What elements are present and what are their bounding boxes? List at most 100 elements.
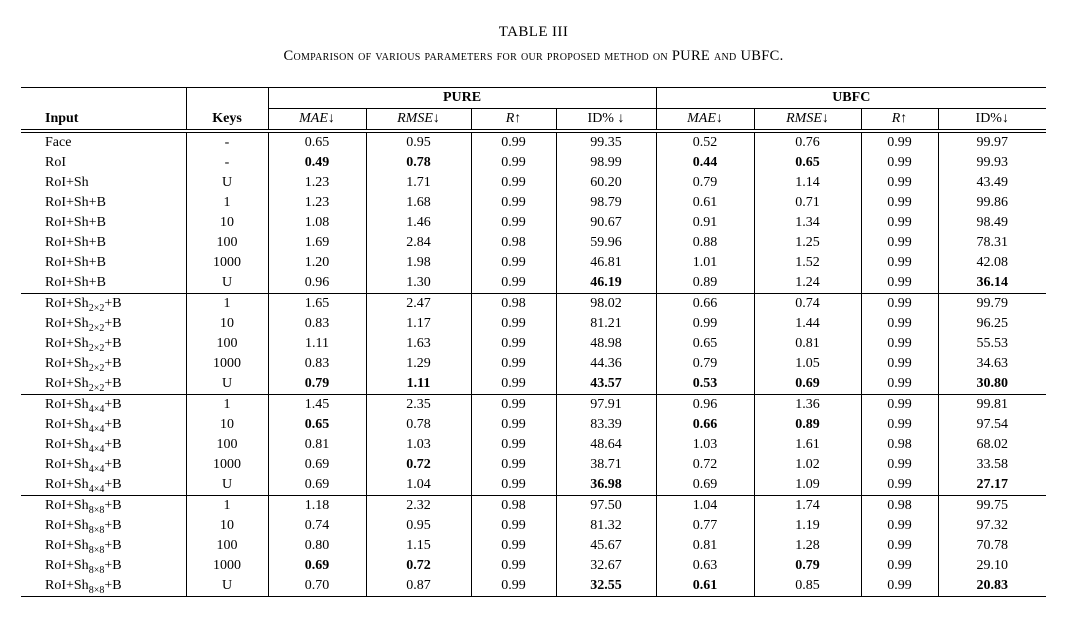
- metric-value: 0.99: [860, 213, 938, 233]
- metric-value: 1.63: [365, 334, 471, 354]
- keys-value: 1: [185, 293, 268, 314]
- metric-value: 45.67: [555, 536, 656, 556]
- metric-value: 42.08: [937, 253, 1046, 273]
- metric-value: 0.98: [470, 495, 556, 516]
- metric-value: 78.31: [937, 233, 1046, 253]
- input-label: RoI+Sh8×8+B: [21, 495, 186, 516]
- table-row: RoI+Sh4×4+B U 0.69 1.04 0.99 36.98 0.69 1.09 0.9…: [21, 475, 1046, 496]
- metric-value: 0.70: [267, 576, 366, 597]
- metric-value: 0.87: [365, 576, 471, 597]
- metric-value: 0.99: [860, 173, 938, 193]
- metric-value: 0.99: [860, 374, 938, 395]
- metric-value: 1.11: [267, 334, 366, 354]
- metric-value: 48.64: [555, 435, 656, 455]
- metric-value: 98.99: [555, 153, 656, 173]
- column-header-3: RMSE↓: [365, 108, 471, 133]
- input-label: RoI+Sh4×4+B: [21, 394, 186, 415]
- metric-value: 1.24: [753, 273, 861, 294]
- keys-value: 1: [185, 394, 268, 415]
- metric-value: 0.99: [470, 576, 556, 597]
- input-label-subscript: 8×8: [88, 504, 105, 516]
- metric-value: 0.99: [470, 435, 556, 455]
- metric-value: 0.96: [267, 273, 366, 294]
- metric-value: 0.99: [470, 415, 556, 435]
- metric-value: 29.10: [937, 556, 1046, 576]
- table-row: RoI+Sh8×8+B 1000 0.69 0.72 0.99 32.67 0.63 0.79…: [21, 556, 1046, 576]
- metric-value: 36.14: [937, 273, 1046, 294]
- metric-value: 1.09: [753, 475, 861, 496]
- input-label-subscript: 2×2: [88, 342, 105, 354]
- metric-value: 1.02: [753, 455, 861, 475]
- metric-value: 0.83: [267, 354, 366, 374]
- table-row: RoI+Sh4×4+B 1000 0.69 0.72 0.99 38.71 0.72 1.02…: [21, 455, 1046, 475]
- input-label: RoI+Sh: [45, 175, 89, 190]
- metric-value: 43.57: [555, 374, 656, 395]
- metric-value: 2.47: [365, 293, 471, 314]
- metric-value: 0.74: [753, 293, 861, 314]
- input-label: RoI+Sh8×8+B: [45, 538, 122, 556]
- metric-value: 0.83: [267, 314, 366, 334]
- metric-value: 0.99: [470, 475, 556, 496]
- metric-value: 0.99: [860, 354, 938, 374]
- metric-value: 0.99: [860, 293, 938, 314]
- metric-value: 0.99: [860, 314, 938, 334]
- metric-value: 0.99: [470, 516, 556, 536]
- metric-value: 0.79: [753, 556, 861, 576]
- table-row: RoI+Sh2×2+B U 0.79 1.11 0.99 43.57 0.53 0.69 0.9…: [21, 374, 1046, 395]
- input-label-subscript: 8×8: [88, 564, 105, 576]
- metric-value: 0.99: [860, 233, 938, 253]
- metric-value: 1.15: [365, 536, 471, 556]
- column-header-8: R↑: [860, 108, 938, 133]
- column-header-0: Input: [21, 108, 186, 133]
- table-row: RoI+Sh4×4+B 10 0.65 0.78 0.99 83.39 0.66 0.89 0.…: [21, 415, 1046, 435]
- metric-value: 0.61: [655, 576, 754, 597]
- input-label: RoI+Sh4×4+B: [45, 437, 122, 455]
- group-header-pure: PURE: [267, 87, 656, 109]
- metric-value: 20.83: [937, 576, 1046, 597]
- metric-value: 0.72: [655, 455, 754, 475]
- metric-value: 0.79: [655, 354, 754, 374]
- metric-value: 0.89: [655, 273, 754, 294]
- metric-value: 1.08: [267, 213, 366, 233]
- metric-value: 1.19: [753, 516, 861, 536]
- metric-value: 0.95: [365, 131, 471, 153]
- metric-value: 0.99: [860, 253, 938, 273]
- table-row: RoI+Sh U 1.23 1.71 0.99 60.20 0.79 1.14 0.99 43.4…: [21, 173, 1046, 193]
- input-label: RoI+Sh+B: [45, 215, 106, 230]
- metric-value: 0.65: [267, 131, 366, 153]
- keys-value: 1: [185, 193, 268, 213]
- metric-value: 0.49: [267, 153, 366, 173]
- keys-value: U: [185, 173, 268, 193]
- keys-value: -: [185, 153, 268, 173]
- metric-value: 97.54: [937, 415, 1046, 435]
- input-label-subscript: 4×4: [88, 443, 105, 455]
- input-label: RoI+Sh+B: [45, 275, 106, 290]
- input-label: RoI: [45, 155, 66, 170]
- metric-value: 0.69: [267, 455, 366, 475]
- metric-value: 98.79: [555, 193, 656, 213]
- input-label-subscript: 8×8: [88, 524, 105, 536]
- input-label-subscript: 2×2: [88, 362, 105, 374]
- input-label-subscript: 8×8: [88, 544, 105, 556]
- metric-value: 0.99: [470, 556, 556, 576]
- metric-value: 0.99: [860, 576, 938, 597]
- table-row: RoI -0.49 0.78 0.99 98.99 0.44 0.65 0.99 99.93: [21, 153, 1046, 173]
- metric-value: 1.04: [365, 475, 471, 496]
- input-label: RoI+Sh2×2+B: [45, 316, 122, 334]
- metric-value: 1.61: [753, 435, 861, 455]
- metric-value: 1.25: [753, 233, 861, 253]
- metric-value: 0.98: [470, 233, 556, 253]
- metric-value: 1.44: [753, 314, 861, 334]
- metric-value: 97.91: [555, 394, 656, 415]
- table-body: Face -0.65 0.95 0.99 99.35 0.52 0.76 0.99 99.97 R…: [21, 131, 1046, 597]
- metric-value: 0.99: [860, 415, 938, 435]
- input-label: RoI+Sh2×2+B: [21, 293, 186, 314]
- metric-value: 38.71: [555, 455, 656, 475]
- group-header-ubfc: UBFC: [655, 87, 1046, 109]
- metric-value: 0.99: [860, 475, 938, 496]
- column-header-4: R↑: [470, 108, 556, 133]
- input-label: RoI+Sh4×4+B: [45, 417, 122, 435]
- column-header-row: Input Keys MAE↓ RMSE↓ R↑ ID% ↓ MAE↓ RMSE↓ R↑ ID%↓: [21, 108, 1046, 133]
- metric-value: 0.99: [470, 153, 556, 173]
- metric-value: 0.98: [470, 293, 556, 314]
